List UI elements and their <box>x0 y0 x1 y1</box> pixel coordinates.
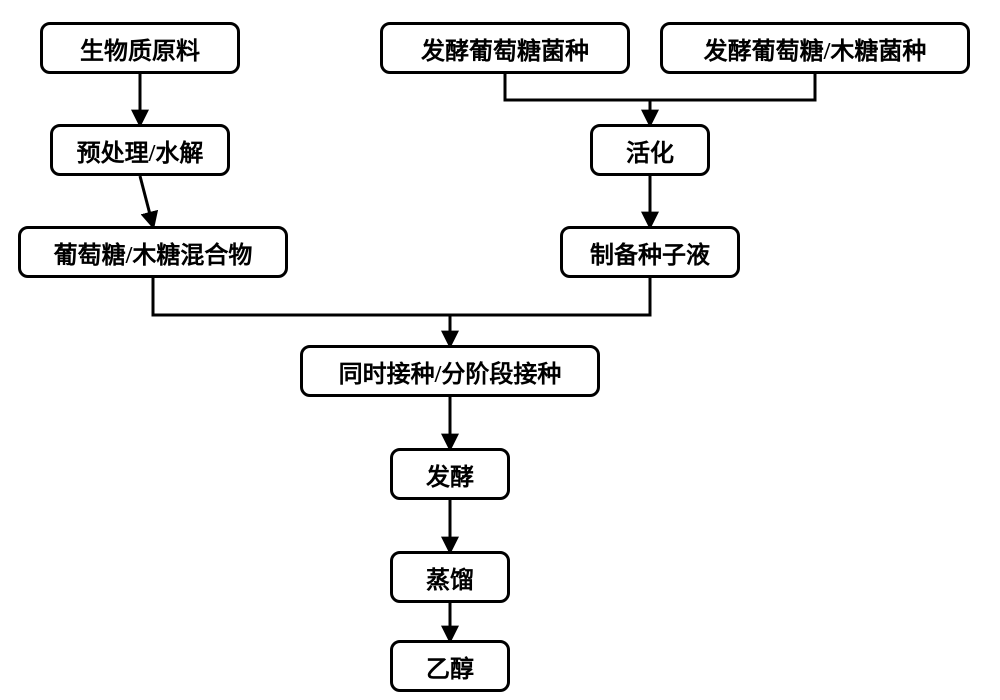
flow-node-n1: 生物质原料 <box>40 22 240 74</box>
flow-node-n4: 预处理/水解 <box>50 124 230 176</box>
flow-node-label: 生物质原料 <box>80 31 200 66</box>
flow-node-label: 活化 <box>626 133 674 168</box>
flow-node-label: 乙醇 <box>426 649 474 684</box>
flow-node-label: 同时接种/分阶段接种 <box>339 354 562 389</box>
flow-node-label: 蒸馏 <box>426 560 474 595</box>
flowchart-canvas: 生物质原料 发酵葡萄糖菌种 发酵葡萄糖/木糖菌种预处理/水解 活化葡萄糖/木糖混合物 制… <box>0 0 1000 700</box>
flow-node-n2: 发酵葡萄糖菌种 <box>380 22 630 74</box>
flow-node-n6: 葡萄糖/木糖混合物 <box>18 226 288 278</box>
flow-node-label: 葡萄糖/木糖混合物 <box>54 235 253 270</box>
flow-node-n5: 活化 <box>590 124 710 176</box>
flow-node-n7: 制备种子液 <box>560 226 740 278</box>
flow-node-n11: 乙醇 <box>390 640 510 692</box>
edge-n7-n8 <box>450 278 650 315</box>
flow-node-label: 制备种子液 <box>590 235 710 270</box>
flow-node-label: 发酵葡萄糖菌种 <box>421 31 589 66</box>
flow-node-n10: 蒸馏 <box>390 551 510 603</box>
flow-node-n9: 发酵 <box>390 448 510 500</box>
edge-n4-n6 <box>140 176 153 226</box>
flow-node-label: 发酵 <box>426 457 474 492</box>
flow-node-n8: 同时接种/分阶段接种 <box>300 345 600 397</box>
flow-node-label: 发酵葡萄糖/木糖菌种 <box>704 31 927 66</box>
edge-n3-n5 <box>650 74 815 100</box>
flow-node-n3: 发酵葡萄糖/木糖菌种 <box>660 22 970 74</box>
flow-node-label: 预处理/水解 <box>77 133 204 168</box>
edge-n2-n5 <box>505 74 650 100</box>
edge-n6-n8 <box>153 278 450 315</box>
